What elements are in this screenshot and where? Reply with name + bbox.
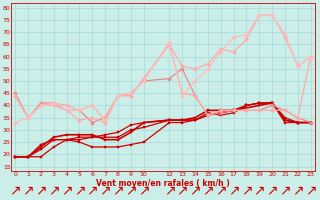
X-axis label: Vent moyen/en rafales ( km/h ): Vent moyen/en rafales ( km/h ): [96, 178, 230, 188]
